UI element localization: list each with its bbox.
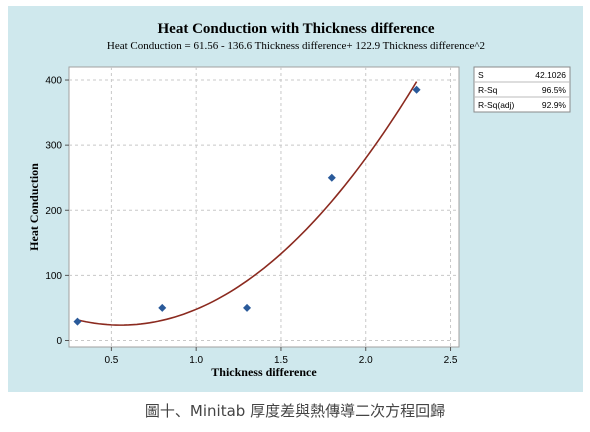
figure-caption: 圖十、Minitab 厚度差與熱傳導二次方程回歸	[144, 402, 446, 420]
fit-curve-group	[77, 81, 418, 326]
stats-box: S 42.1026 R-Sq 96.5% R-Sq(adj) 92.9%	[473, 66, 571, 113]
x-tick-label: 0.5	[104, 355, 118, 366]
y-axis: 0 100 200 300 400	[45, 76, 69, 347]
data-points	[73, 85, 421, 326]
grid-lines	[69, 67, 459, 347]
fit-curve	[77, 81, 418, 326]
stats-box-frame	[473, 66, 571, 113]
data-point	[73, 317, 82, 326]
data-point	[412, 85, 421, 94]
chart-title: Heat Conduction with Thickness differenc…	[158, 21, 435, 37]
stats-label: S	[478, 70, 484, 80]
y-tick-label: 300	[45, 141, 62, 152]
x-tick-label: 1.0	[189, 355, 203, 366]
plot-area	[68, 66, 460, 348]
stats-label: R-Sq	[478, 85, 498, 95]
y-axis-label: Heat Conduction	[27, 163, 41, 251]
data-point	[243, 303, 252, 312]
stats-label: R-Sq(adj)	[478, 100, 515, 110]
y-tick-label: 100	[45, 271, 62, 282]
x-axis-label: Thickness difference	[211, 365, 317, 379]
x-tick-label: 2.5	[444, 355, 458, 366]
stats-value: 96.5%	[542, 85, 567, 95]
data-point	[158, 303, 167, 312]
x-tick-label: 1.5	[274, 355, 288, 366]
stats-value: 92.9%	[542, 100, 567, 110]
y-tick-label: 200	[45, 206, 62, 217]
x-tick-label: 2.0	[359, 355, 373, 366]
stats-value: 42.1026	[535, 70, 566, 80]
y-tick-label: 0	[56, 336, 62, 347]
chart-subtitle: Heat Conduction = 61.56 - 136.6 Thicknes…	[107, 40, 485, 52]
y-tick-label: 400	[45, 76, 62, 87]
data-point	[327, 173, 336, 182]
x-axis: 0.5 1.0 1.5 2.0 2.5	[104, 347, 458, 366]
